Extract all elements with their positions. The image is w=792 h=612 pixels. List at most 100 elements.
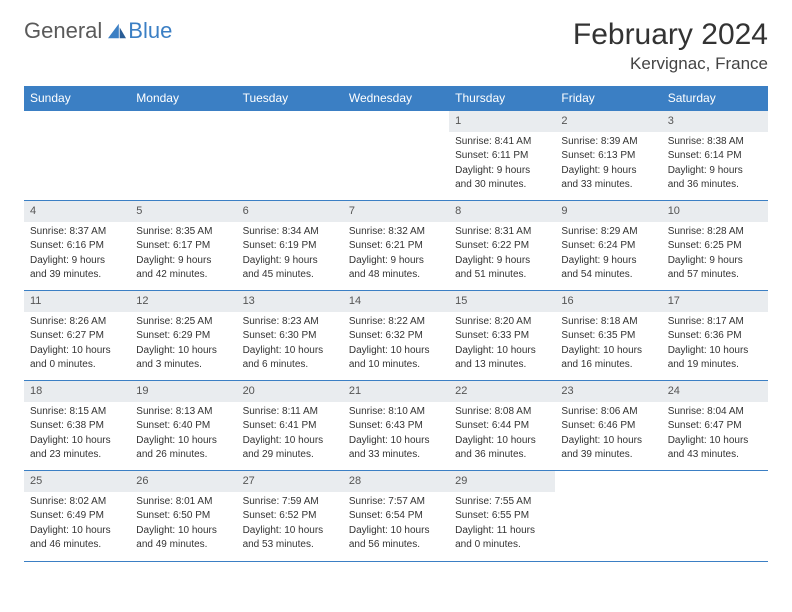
calendar-row: 11Sunrise: 8:26 AMSunset: 6:27 PMDayligh…: [24, 291, 768, 381]
calendar-table: SundayMondayTuesdayWednesdayThursdayFrid…: [24, 86, 768, 561]
day-details: Sunrise: 8:04 AMSunset: 6:47 PMDaylight:…: [662, 402, 768, 469]
sunrise-line: Sunrise: 8:39 AM: [561, 135, 655, 149]
day-details: Sunrise: 8:10 AMSunset: 6:43 PMDaylight:…: [343, 402, 449, 469]
day-cell: 14Sunrise: 8:22 AMSunset: 6:32 PMDayligh…: [343, 291, 449, 381]
day-details: Sunrise: 8:37 AMSunset: 6:16 PMDaylight:…: [24, 222, 130, 289]
sunrise-line: Sunrise: 8:26 AM: [30, 315, 124, 329]
sunrise-line: Sunrise: 8:06 AM: [561, 405, 655, 419]
sunset-line: Sunset: 6:36 PM: [668, 329, 762, 343]
daylight-line-1: Daylight: 10 hours: [243, 344, 337, 358]
empty-cell: [24, 111, 130, 201]
day-cell: 7Sunrise: 8:32 AMSunset: 6:21 PMDaylight…: [343, 201, 449, 291]
empty-cell: [662, 471, 768, 561]
daylight-line-1: Daylight: 10 hours: [668, 434, 762, 448]
day-number: 2: [555, 111, 661, 132]
sunrise-line: Sunrise: 8:11 AM: [243, 405, 337, 419]
daylight-line-2: and 43 minutes.: [668, 448, 762, 462]
empty-cell: [237, 111, 343, 201]
day-number: 26: [130, 471, 236, 492]
day-cell: 10Sunrise: 8:28 AMSunset: 6:25 PMDayligh…: [662, 201, 768, 291]
day-details: Sunrise: 7:57 AMSunset: 6:54 PMDaylight:…: [343, 492, 449, 559]
day-number: 8: [449, 201, 555, 222]
sunrise-line: Sunrise: 8:37 AM: [30, 225, 124, 239]
logo-text-general: General: [24, 18, 102, 44]
daylight-line-1: Daylight: 10 hours: [349, 434, 443, 448]
sunrise-line: Sunrise: 8:25 AM: [136, 315, 230, 329]
day-number: 13: [237, 291, 343, 312]
weekday-header: Friday: [555, 86, 661, 111]
day-details: Sunrise: 8:18 AMSunset: 6:35 PMDaylight:…: [555, 312, 661, 379]
sunrise-line: Sunrise: 8:04 AM: [668, 405, 762, 419]
empty-cell: [343, 111, 449, 201]
sunset-line: Sunset: 6:40 PM: [136, 419, 230, 433]
daylight-line-2: and 42 minutes.: [136, 268, 230, 282]
day-cell: 15Sunrise: 8:20 AMSunset: 6:33 PMDayligh…: [449, 291, 555, 381]
day-details: Sunrise: 8:17 AMSunset: 6:36 PMDaylight:…: [662, 312, 768, 379]
day-number: 17: [662, 291, 768, 312]
daylight-line-2: and 16 minutes.: [561, 358, 655, 372]
weekday-header: Wednesday: [343, 86, 449, 111]
day-details: Sunrise: 8:22 AMSunset: 6:32 PMDaylight:…: [343, 312, 449, 379]
daylight-line-2: and 49 minutes.: [136, 538, 230, 552]
sunset-line: Sunset: 6:55 PM: [455, 509, 549, 523]
day-number: 1: [449, 111, 555, 132]
daylight-line-1: Daylight: 9 hours: [561, 254, 655, 268]
daylight-line-2: and 0 minutes.: [455, 538, 549, 552]
daylight-line-2: and 36 minutes.: [455, 448, 549, 462]
calendar-row: 18Sunrise: 8:15 AMSunset: 6:38 PMDayligh…: [24, 381, 768, 471]
day-details: Sunrise: 8:39 AMSunset: 6:13 PMDaylight:…: [555, 132, 661, 199]
day-cell: 19Sunrise: 8:13 AMSunset: 6:40 PMDayligh…: [130, 381, 236, 471]
day-details: Sunrise: 8:38 AMSunset: 6:14 PMDaylight:…: [662, 132, 768, 199]
daylight-line-1: Daylight: 9 hours: [561, 164, 655, 178]
empty-cell: [555, 471, 661, 561]
sunset-line: Sunset: 6:35 PM: [561, 329, 655, 343]
sunrise-line: Sunrise: 8:17 AM: [668, 315, 762, 329]
sunset-line: Sunset: 6:43 PM: [349, 419, 443, 433]
sunset-line: Sunset: 6:52 PM: [243, 509, 337, 523]
sunrise-line: Sunrise: 8:41 AM: [455, 135, 549, 149]
daylight-line-2: and 33 minutes.: [349, 448, 443, 462]
sunrise-line: Sunrise: 8:01 AM: [136, 495, 230, 509]
day-number: 3: [662, 111, 768, 132]
daylight-line-2: and 54 minutes.: [561, 268, 655, 282]
sunset-line: Sunset: 6:13 PM: [561, 149, 655, 163]
sunset-line: Sunset: 6:17 PM: [136, 239, 230, 253]
day-number: 12: [130, 291, 236, 312]
daylight-line-1: Daylight: 10 hours: [349, 344, 443, 358]
daylight-line-1: Daylight: 10 hours: [243, 434, 337, 448]
day-number: 5: [130, 201, 236, 222]
sunrise-line: Sunrise: 8:15 AM: [30, 405, 124, 419]
sunset-line: Sunset: 6:33 PM: [455, 329, 549, 343]
daylight-line-1: Daylight: 9 hours: [455, 164, 549, 178]
day-cell: 12Sunrise: 8:25 AMSunset: 6:29 PMDayligh…: [130, 291, 236, 381]
sunset-line: Sunset: 6:25 PM: [668, 239, 762, 253]
day-number: 7: [343, 201, 449, 222]
day-cell: 21Sunrise: 8:10 AMSunset: 6:43 PMDayligh…: [343, 381, 449, 471]
day-cell: 3Sunrise: 8:38 AMSunset: 6:14 PMDaylight…: [662, 111, 768, 201]
title-block: February 2024 Kervignac, France: [573, 18, 768, 74]
daylight-line-1: Daylight: 10 hours: [455, 434, 549, 448]
day-cell: 29Sunrise: 7:55 AMSunset: 6:55 PMDayligh…: [449, 471, 555, 561]
sunrise-line: Sunrise: 8:08 AM: [455, 405, 549, 419]
weekday-header-row: SundayMondayTuesdayWednesdayThursdayFrid…: [24, 86, 768, 111]
day-number: 25: [24, 471, 130, 492]
day-number: 16: [555, 291, 661, 312]
sunrise-line: Sunrise: 8:02 AM: [30, 495, 124, 509]
sunset-line: Sunset: 6:14 PM: [668, 149, 762, 163]
day-number: 9: [555, 201, 661, 222]
daylight-line-2: and 36 minutes.: [668, 178, 762, 192]
daylight-line-1: Daylight: 9 hours: [349, 254, 443, 268]
sunrise-line: Sunrise: 8:28 AM: [668, 225, 762, 239]
daylight-line-2: and 3 minutes.: [136, 358, 230, 372]
sunrise-line: Sunrise: 8:38 AM: [668, 135, 762, 149]
daylight-line-2: and 39 minutes.: [561, 448, 655, 462]
calendar-row: 25Sunrise: 8:02 AMSunset: 6:49 PMDayligh…: [24, 471, 768, 561]
day-cell: 22Sunrise: 8:08 AMSunset: 6:44 PMDayligh…: [449, 381, 555, 471]
day-cell: 4Sunrise: 8:37 AMSunset: 6:16 PMDaylight…: [24, 201, 130, 291]
daylight-line-1: Daylight: 9 hours: [30, 254, 124, 268]
day-number: 14: [343, 291, 449, 312]
daylight-line-2: and 30 minutes.: [455, 178, 549, 192]
daylight-line-2: and 29 minutes.: [243, 448, 337, 462]
day-details: Sunrise: 8:41 AMSunset: 6:11 PMDaylight:…: [449, 132, 555, 199]
day-number: 29: [449, 471, 555, 492]
